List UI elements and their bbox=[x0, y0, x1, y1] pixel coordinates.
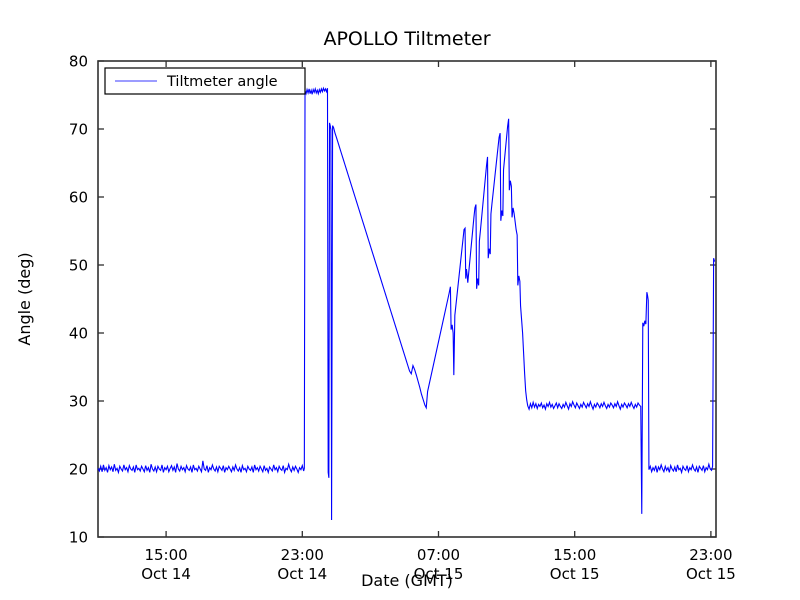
x-tick-label-date: Oct 15 bbox=[414, 565, 464, 583]
y-axis-label: Angle (deg) bbox=[15, 252, 34, 345]
x-tick-label-time: 07:00 bbox=[417, 546, 460, 564]
y-tick-label: 20 bbox=[69, 461, 88, 479]
legend-label-tiltmeter-angle: Tiltmeter angle bbox=[166, 74, 278, 90]
x-tick-label-time: 15:00 bbox=[144, 546, 187, 564]
x-tick-label-time: 23:00 bbox=[689, 546, 732, 564]
y-tick-label: 60 bbox=[69, 189, 88, 207]
axes-frame bbox=[97, 60, 717, 538]
y-tick-label: 30 bbox=[69, 393, 88, 411]
chart-title-group: APOLLO Tiltmeter bbox=[323, 28, 490, 50]
x-tick-label-time: 15:00 bbox=[553, 546, 596, 564]
x-tick-label-date: Oct 14 bbox=[141, 565, 191, 583]
y-tick-label: 70 bbox=[69, 121, 88, 139]
y-tick-label: 40 bbox=[69, 325, 88, 343]
chart-legend[interactable]: Tiltmeter angle bbox=[104, 67, 306, 95]
x-tick-label-date: Oct 15 bbox=[550, 565, 600, 583]
series-line-tiltmeter-angle bbox=[97, 86, 716, 521]
x-tick-label-date: Oct 15 bbox=[686, 565, 736, 583]
y-axis-ticks: 10 20 30 40 50 60 70 80 bbox=[69, 53, 716, 547]
y-tick-label: 10 bbox=[69, 529, 88, 547]
chart-title: APOLLO Tiltmeter bbox=[323, 28, 490, 50]
data-series-group bbox=[97, 86, 716, 521]
x-tick-label-date: Oct 14 bbox=[277, 565, 327, 583]
x-axis-label: Date (GMT) bbox=[361, 571, 453, 590]
y-tick-label: 80 bbox=[69, 53, 88, 71]
x-tick-label-time: 23:00 bbox=[281, 546, 324, 564]
y-tick-label: 50 bbox=[69, 257, 88, 275]
